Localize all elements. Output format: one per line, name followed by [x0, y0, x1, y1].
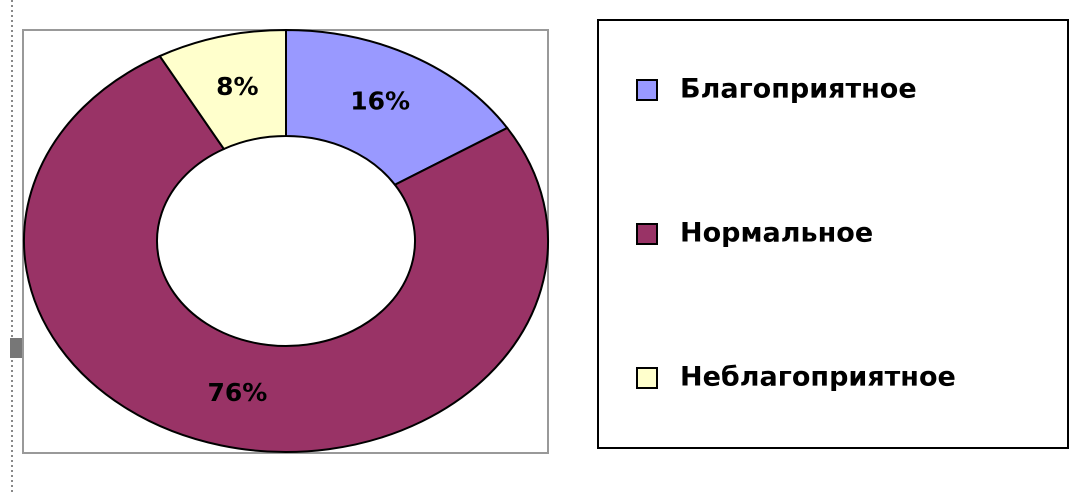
donut-slice: [285, 28, 509, 187]
data-label: 8%: [216, 72, 258, 101]
data-label: 76%: [207, 378, 267, 407]
legend-label: Нормальное: [680, 218, 873, 249]
donut-slice: [158, 28, 287, 151]
legend: [597, 19, 1069, 449]
legend-swatch: [636, 223, 658, 245]
donut-slice: [23, 54, 549, 453]
legend-swatch: [636, 79, 658, 101]
legend-label: Неблагоприятное: [680, 362, 956, 393]
legend-swatch: [636, 367, 658, 389]
legend-label: Благоприятное: [680, 74, 917, 105]
data-label: 16%: [350, 87, 410, 116]
